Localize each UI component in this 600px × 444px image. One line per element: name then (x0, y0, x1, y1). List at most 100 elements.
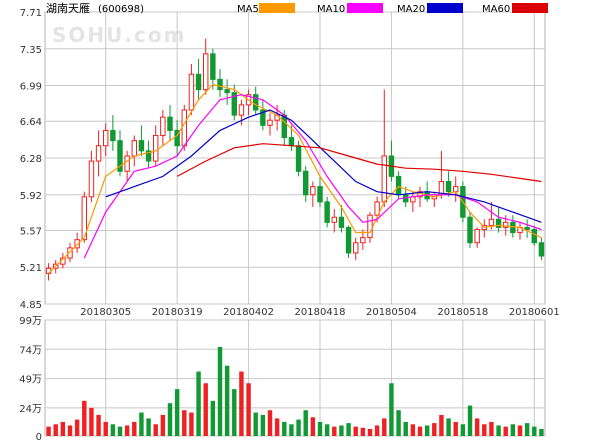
candle-body (174, 129, 180, 147)
volume-bar (389, 383, 394, 436)
watermark: SOHU.com (52, 23, 186, 47)
candle-body (67, 247, 73, 259)
volume-bar (417, 426, 423, 436)
candle-body (345, 226, 352, 254)
volume-bar (82, 400, 87, 436)
candle-body (260, 109, 266, 126)
candle-body (317, 186, 323, 203)
legend-label-ma60: MA60 (482, 4, 510, 15)
candle-body (353, 242, 359, 254)
volume-bar (274, 418, 280, 436)
legend-label-ma5: MA5 (237, 4, 259, 15)
volume-bar (110, 424, 116, 436)
candle-body (195, 73, 202, 91)
volume-bar (460, 424, 466, 436)
candle-body (110, 129, 116, 142)
volume-bar (524, 423, 530, 436)
price-tick-label: 5.21 (20, 263, 42, 274)
candle-body (310, 186, 316, 196)
moving-average-lines (48, 83, 542, 274)
volume-bar (482, 424, 487, 436)
volume-bar (160, 414, 166, 436)
volume-bar (153, 424, 158, 436)
chart-header: 湖南天雁 (600698) MA5 MA10 MA20 MA60 (46, 2, 548, 15)
price-tick-label: 5.92 (20, 191, 42, 202)
x-tick-label: 20180305 (80, 307, 131, 318)
volume-bar (489, 421, 494, 436)
stock-code: (600698) (98, 4, 144, 15)
volume-bar (89, 407, 94, 436)
volume-bar (124, 425, 130, 436)
volume-bar (396, 410, 401, 436)
volume-bar (117, 426, 123, 436)
volume-tick-label: 24万 (19, 404, 42, 415)
candle-body (288, 137, 295, 147)
candle-body (160, 116, 166, 137)
candle-body (138, 140, 145, 152)
candle-body (238, 104, 245, 116)
volume-bar (517, 425, 523, 436)
candle-body (338, 216, 345, 228)
volume-bar (317, 421, 323, 436)
candle-body (253, 94, 259, 111)
legend-label-ma20: MA20 (397, 4, 425, 15)
volume-bar (332, 426, 337, 436)
volume-bar (267, 410, 273, 436)
candle-body (524, 226, 530, 230)
candle-body (445, 180, 452, 193)
ma-legend: MA5 MA10 MA20 MA60 (237, 3, 548, 15)
volume-tick-label: 0 (36, 432, 42, 440)
legend-swatch-ma60 (512, 3, 548, 13)
volume-bar (474, 418, 480, 436)
volume-tick-label: 99万 (19, 316, 42, 327)
volume-bar (203, 383, 208, 436)
x-tick-label: 20180504 (366, 307, 417, 318)
volume-bar (246, 383, 251, 436)
volume-bar (232, 389, 237, 436)
volume-bar (103, 421, 108, 436)
volume-bar (96, 414, 101, 436)
candle-body (453, 186, 459, 193)
candle-body (295, 145, 302, 172)
candle-body (74, 239, 80, 249)
volume-bar (424, 425, 430, 436)
candle-body (95, 145, 102, 162)
volume-bar (146, 418, 151, 436)
candle-body (367, 214, 373, 239)
volume-bar (532, 426, 537, 436)
volume-bar (239, 371, 244, 436)
candle-body (88, 160, 95, 198)
candle-body (188, 73, 195, 111)
candle-body (324, 201, 330, 223)
price-tick-label: 7.71 (20, 8, 42, 19)
volume-bar (189, 412, 194, 436)
ma-line-ma60 (176, 143, 542, 183)
ma-line-ma5 (48, 83, 542, 274)
x-tick-label: 20180402 (223, 307, 274, 318)
volume-bar (310, 417, 316, 436)
volume-y-axis: 99万 74万 49万 24万 0 (19, 316, 42, 443)
ma-line-ma20 (105, 109, 542, 223)
volume-bar (353, 426, 358, 436)
candle-body (210, 53, 216, 80)
candle-body (131, 140, 137, 157)
volume-bar (496, 425, 501, 436)
price-x-axis: 20180305 20180319 20180402 20180418 20180504… (80, 307, 559, 318)
candle-body (231, 92, 237, 116)
legend-swatch-ma10 (347, 3, 383, 13)
candle-body (103, 129, 109, 147)
candle-body (374, 201, 380, 216)
candle-body (395, 175, 402, 196)
price-tick-label: 5.57 (20, 226, 42, 237)
volume-bar (324, 424, 330, 436)
volume-bar (453, 421, 458, 436)
volume-bar (174, 389, 180, 436)
volume-bar (182, 410, 187, 436)
candle-body (467, 216, 473, 244)
volume-bar (467, 405, 473, 436)
candle-body (495, 218, 502, 228)
x-tick-label: 20180518 (437, 307, 488, 318)
volume-bar (360, 427, 366, 436)
candle-body (474, 228, 480, 244)
